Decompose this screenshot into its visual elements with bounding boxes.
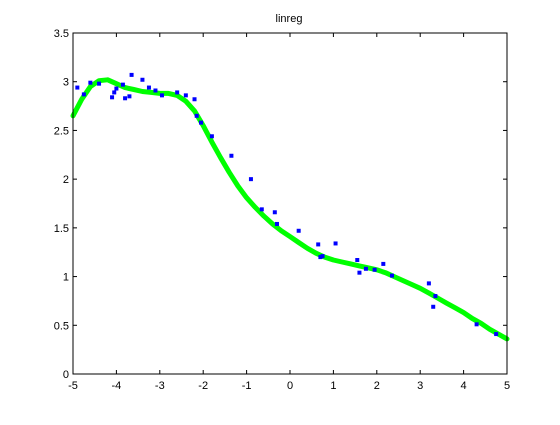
data-point [272,210,277,215]
data-point [75,85,80,90]
x-tick-label: 2 [374,380,380,392]
data-point [114,86,119,91]
x-tick-label: -1 [242,380,252,392]
data-point [259,207,264,212]
x-tick-label: -2 [198,380,208,392]
x-tick-label: -3 [155,380,165,392]
data-point [494,332,499,337]
data-point [159,93,164,98]
data-point [433,294,438,299]
y-tick-label: 1.5 [54,223,69,235]
data-point [248,177,253,182]
data-point [123,96,128,101]
data-point [318,255,323,260]
data-point [209,134,214,139]
fit-curve [70,77,510,342]
data-point [474,322,479,327]
x-tick-label: 5 [504,380,510,392]
data-point [97,81,102,86]
data-point [381,261,386,266]
y-tick-label: 2.5 [54,125,69,137]
y-tick-label: 3.5 [54,28,69,40]
x-tick-label: -4 [112,380,122,392]
x-tick-label: 4 [461,380,467,392]
data-point [431,304,436,309]
plot-area [72,32,508,375]
x-tick-label: 3 [417,380,423,392]
data-point [355,258,360,263]
data-point [110,95,115,100]
y-tick-label: 3 [63,77,69,89]
data-point [320,254,325,259]
data-point [389,273,394,278]
data-point [333,241,338,246]
x-tick-label: -5 [68,380,78,392]
data-point [372,267,377,272]
data-point [229,153,234,158]
x-tick-label: 1 [330,380,336,392]
data-point [426,281,431,286]
y-tick-label: 1 [63,272,69,284]
data-point [357,270,362,275]
data-point [153,88,158,93]
data-point [183,93,188,98]
y-tick-label: 0.5 [54,320,69,332]
data-point [112,90,117,95]
chart-title: linreg [276,13,303,25]
data-point [194,113,199,118]
data-point [316,242,321,247]
data-point [127,94,132,99]
data-point [140,77,145,82]
y-tick-label: 2 [63,174,69,186]
axis-ticks: -5 -4 -3 -2 -1 0 1 2 3 4 5 0 0.5 1 1.5 2 2.5 3 3.5 [54,28,510,392]
data-point [274,221,279,226]
data-point [81,92,86,97]
data-point [120,82,125,87]
data-point [192,97,197,102]
data-point [296,228,301,233]
plot-marks [70,72,510,342]
data-point [363,266,368,271]
data-point [175,90,180,95]
data-point [129,72,134,77]
data-point [199,120,204,125]
y-tick-label: 0 [63,369,69,381]
data-point [146,85,151,90]
x-tick-label: 0 [287,380,293,392]
data-point [88,80,93,85]
